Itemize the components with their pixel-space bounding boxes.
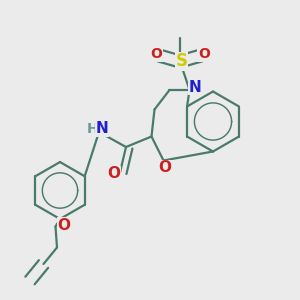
Text: H: H (87, 122, 98, 136)
Text: O: O (158, 160, 172, 175)
Text: N: N (189, 80, 201, 94)
Text: O: O (57, 218, 70, 232)
Text: O: O (107, 167, 121, 182)
Text: O: O (198, 47, 210, 61)
Text: O: O (150, 47, 162, 61)
Text: N: N (96, 122, 108, 136)
Text: S: S (176, 52, 188, 70)
